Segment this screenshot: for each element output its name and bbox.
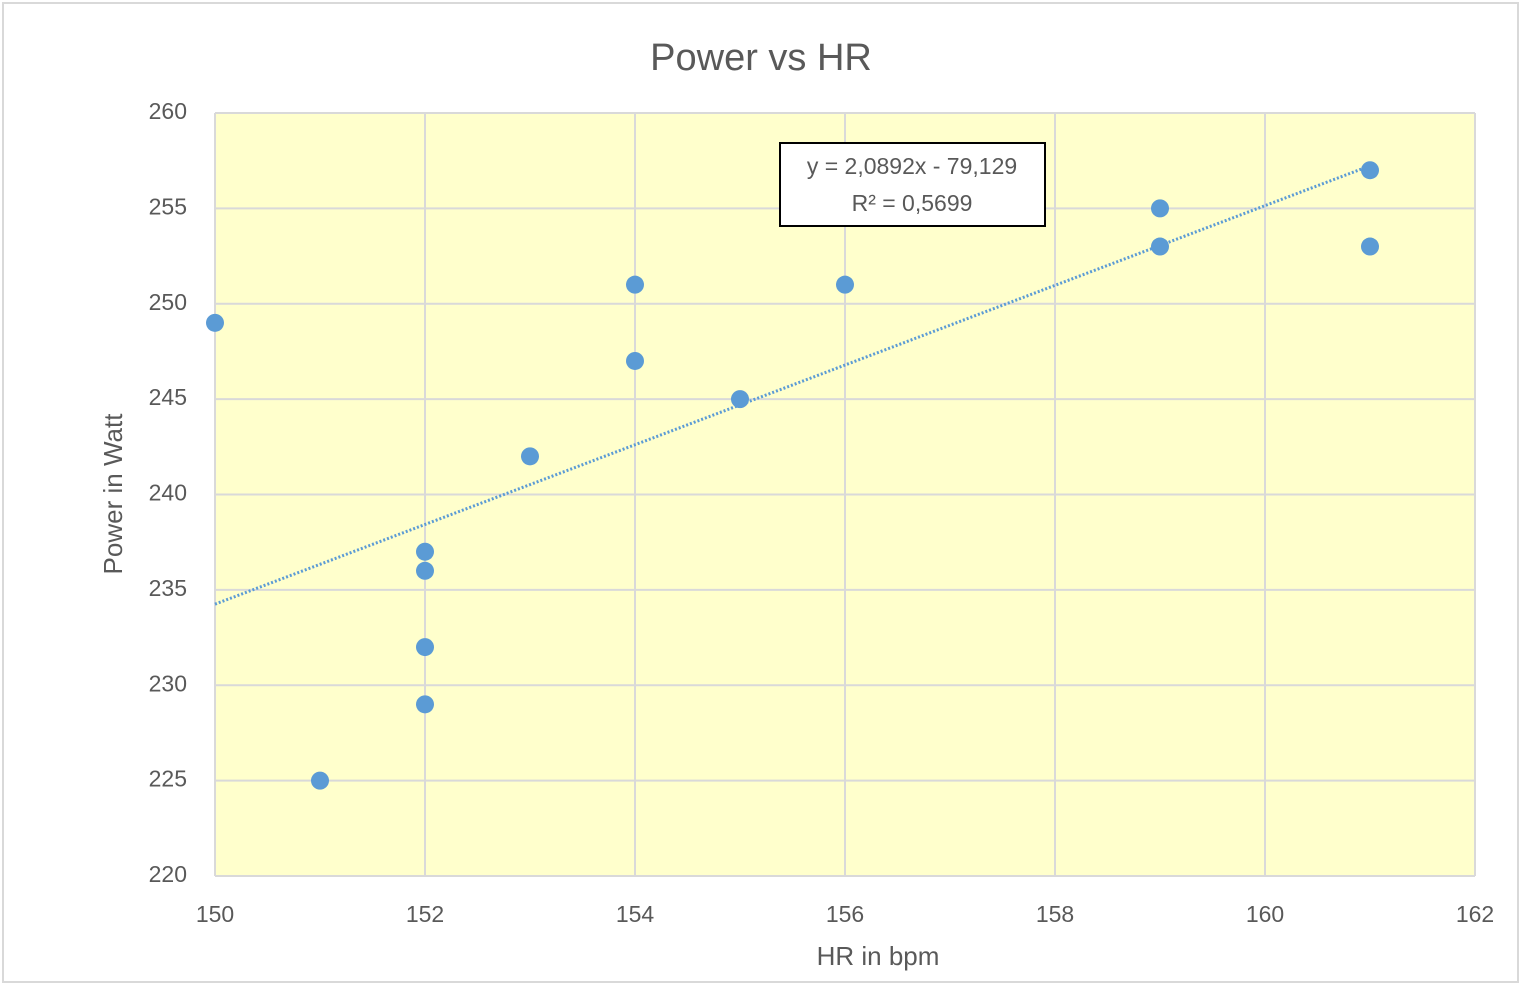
point [836,275,854,294]
point [626,351,644,370]
x-tick-label: 156 [826,901,864,927]
point [416,638,434,657]
x-tick-label: 150 [196,901,234,927]
point [416,695,434,714]
trendline-equation: y = 2,0892x - 79,129 [807,153,1017,179]
point [1151,237,1169,256]
y-tick-label: 220 [149,861,187,887]
x-tick-label: 152 [406,901,444,927]
y-tick-label: 225 [149,766,187,792]
x-tick-label: 162 [1456,901,1494,927]
trendline-r2: R² = 0,5699 [852,190,973,216]
chart-title: Power vs HR [650,37,872,79]
point [1361,237,1379,256]
y-tick-label: 230 [149,670,187,696]
y-tick-label: 250 [149,289,187,315]
y-tick-label: 240 [149,480,187,506]
y-tick-label: 260 [149,98,187,124]
point [1151,199,1169,218]
y-tick-label: 255 [149,193,187,219]
plot-area [214,112,1476,877]
trendline [214,164,1371,606]
point [416,561,434,580]
y-axis-label: Power in Watt [98,413,128,575]
point [626,275,644,294]
x-tick-label: 160 [1246,901,1284,927]
x-tick-label: 158 [1036,901,1074,927]
point [416,542,434,561]
x-tick-label: 154 [616,901,655,927]
point [311,771,329,790]
point [1361,161,1379,180]
equation-box [779,142,1046,227]
y-tick-label: 235 [149,575,187,601]
point [206,313,224,332]
y-tick-label: 245 [149,384,187,410]
point [731,390,749,409]
x-axis-label: HR in bpm [817,941,940,971]
point [521,447,539,466]
